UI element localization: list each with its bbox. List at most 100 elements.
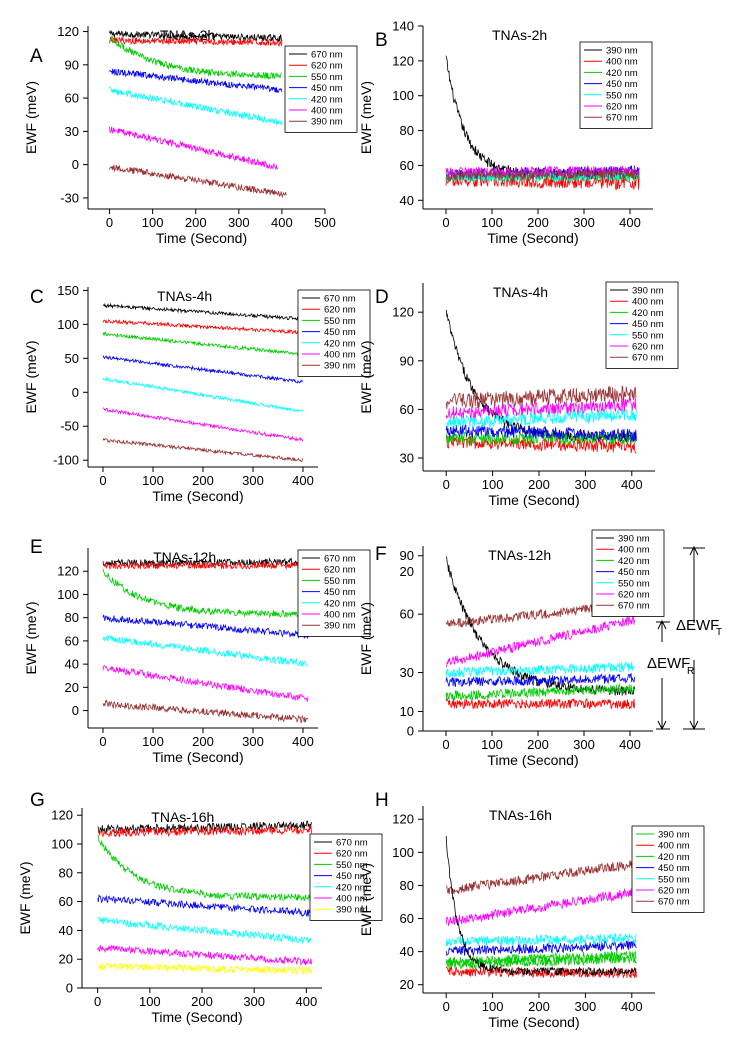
y-axis-label: EWF (meV) bbox=[358, 81, 374, 154]
series-line-400-nm bbox=[97, 944, 312, 966]
y-tick-label: 0 bbox=[72, 703, 79, 718]
y-tick-label: 80 bbox=[400, 878, 414, 893]
delta-ewf-r-label: ΔEWF bbox=[647, 655, 690, 672]
y-tick-label: 120 bbox=[57, 564, 79, 579]
x-tick-label: 0 bbox=[99, 734, 106, 749]
legend-label: 670 nm bbox=[324, 294, 356, 305]
series-line-450-nm bbox=[97, 894, 312, 917]
series-line-400-nm bbox=[102, 407, 304, 442]
x-tick-label: 300 bbox=[242, 473, 264, 488]
chart-title: TNAs-4h bbox=[157, 288, 212, 304]
legend-label: 550 nm bbox=[324, 576, 356, 587]
series-line-670-nm bbox=[102, 302, 303, 322]
legend-label: 670 nm bbox=[324, 554, 356, 565]
series-line-450-nm bbox=[102, 355, 304, 384]
legend-label: 550 nm bbox=[658, 874, 690, 885]
series-line-400-nm bbox=[102, 664, 309, 702]
legend-box bbox=[605, 281, 679, 369]
x-tick-label: 0 bbox=[106, 215, 113, 230]
x-tick-label: 400 bbox=[621, 999, 643, 1014]
delta-ewf-r-subscript: R bbox=[687, 666, 694, 677]
y-tick-label: 140 bbox=[392, 19, 414, 34]
y-tick-label: 30 bbox=[65, 124, 79, 139]
y-axis-label: EWF (meV) bbox=[358, 602, 374, 675]
x-tick-label: 0 bbox=[99, 473, 106, 488]
x-tick-label: 200 bbox=[192, 734, 214, 749]
x-tick-label: 200 bbox=[191, 994, 213, 1009]
legend-label: 620 nm bbox=[618, 590, 650, 601]
legend-label: 550 nm bbox=[606, 90, 638, 101]
legend-label: 450 nm bbox=[311, 83, 343, 94]
x-tick-label: 300 bbox=[575, 999, 597, 1014]
series-line-420-nm bbox=[102, 376, 304, 413]
legend-label: 670 nm bbox=[632, 353, 664, 364]
y-tick-label: 80 bbox=[400, 123, 414, 138]
y-tick-label: 80 bbox=[65, 610, 79, 625]
y-tick-label: 60 bbox=[400, 607, 414, 622]
series-line-550-nm bbox=[102, 331, 304, 357]
legend-label: 620 nm bbox=[632, 342, 664, 353]
series-line-450-nm bbox=[445, 939, 637, 957]
legend-label: 400 nm bbox=[618, 545, 650, 556]
series-line-400-nm bbox=[445, 697, 635, 710]
x-tick-label: 300 bbox=[243, 994, 265, 1009]
series-line-670-nm bbox=[445, 385, 637, 409]
legend-label: 390 nm bbox=[311, 117, 343, 128]
y-tick-label: 120 bbox=[51, 808, 73, 823]
y-axis-label: EWF (meV) bbox=[358, 340, 374, 413]
x-tick-label: 100 bbox=[481, 215, 503, 230]
series-line-450-nm bbox=[109, 68, 283, 94]
x-tick-label: 400 bbox=[295, 994, 317, 1009]
panel-letter: H bbox=[375, 790, 389, 811]
legend-label: 670 nm bbox=[658, 897, 690, 908]
x-tick-label: 200 bbox=[185, 215, 207, 230]
series-line-550-nm bbox=[445, 661, 635, 678]
x-axis-label: Time (Second) bbox=[156, 230, 247, 246]
y-tick-label: 90 bbox=[400, 548, 414, 563]
series-line-670-nm bbox=[445, 858, 637, 895]
chart-title: TNAs-2h bbox=[492, 27, 547, 43]
series-line-420-nm bbox=[109, 86, 283, 126]
x-tick-label: 0 bbox=[443, 999, 450, 1014]
y-tick-label: 60 bbox=[400, 911, 414, 926]
legend-label: 450 nm bbox=[618, 567, 650, 578]
y-tick-label: 60 bbox=[65, 633, 79, 648]
legend-label: 620 nm bbox=[324, 305, 356, 316]
series-line-620-nm bbox=[445, 887, 637, 926]
y-tick-label: 0 bbox=[66, 981, 73, 996]
legend-label: 390 nm bbox=[618, 534, 650, 545]
legend-label: 670 nm bbox=[336, 838, 368, 849]
x-tick-label: 300 bbox=[575, 477, 597, 492]
series-line-670-nm bbox=[97, 820, 312, 835]
legend-label: 390 nm bbox=[324, 621, 356, 632]
legend-box bbox=[284, 45, 358, 133]
panel-letter: E bbox=[30, 537, 43, 558]
x-tick-label: 100 bbox=[481, 737, 503, 752]
legend-label: 550 nm bbox=[336, 860, 368, 871]
y-axis-label: EWF (meV) bbox=[358, 863, 374, 936]
legend-label: 390 nm bbox=[632, 286, 664, 297]
y-tick-label: 40 bbox=[400, 944, 414, 959]
legend-label: 390 nm bbox=[658, 830, 690, 841]
legend-box bbox=[309, 833, 383, 921]
delta-ewf-t-subscript: T bbox=[716, 627, 722, 638]
x-axis-label: Time (Second) bbox=[488, 492, 579, 508]
x-tick-label: 400 bbox=[292, 473, 314, 488]
legend-label: 620 nm bbox=[658, 886, 690, 897]
y-tick-label: 100 bbox=[392, 88, 414, 103]
y-tick-label: 30 bbox=[400, 665, 414, 680]
y-axis-label: EWF (meV) bbox=[23, 601, 39, 674]
series-line-450-nm bbox=[445, 672, 635, 688]
y-tick-label: 90 bbox=[65, 57, 79, 72]
x-axis-label: Time (Second) bbox=[152, 488, 243, 504]
panel-g: G TNAs-16h 0 100 200 300 400 0 20 40 60 80 100 120 Tim… bbox=[17, 790, 383, 1025]
y-axis-label: EWF (meV) bbox=[17, 861, 33, 934]
legend-label: 400 nm bbox=[632, 297, 664, 308]
legend-label: 390 nm bbox=[336, 905, 368, 916]
y-tick-label: 60 bbox=[400, 158, 414, 173]
series-line-620-nm bbox=[445, 397, 637, 419]
legend-box bbox=[579, 41, 653, 129]
x-tick-label: 400 bbox=[619, 737, 641, 752]
x-tick-label: 200 bbox=[528, 999, 550, 1014]
panel-letter: B bbox=[375, 30, 388, 51]
